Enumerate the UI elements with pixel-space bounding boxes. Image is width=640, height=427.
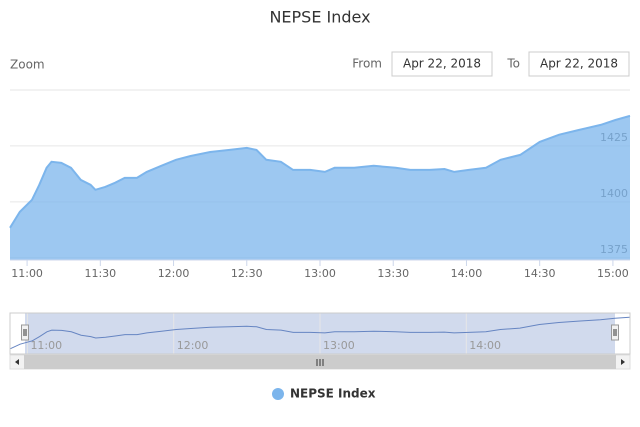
navigator-tick-label: 13:00 (323, 339, 355, 352)
chart-title: NEPSE Index (269, 8, 370, 27)
x-tick-label: 13:00 (304, 267, 336, 280)
legend-marker[interactable] (272, 388, 284, 400)
to-input[interactable] (528, 51, 630, 77)
to-label: To (506, 57, 520, 71)
x-tick-label: 12:30 (231, 267, 263, 280)
x-tick-label: 14:00 (451, 267, 483, 280)
navigator-handle[interactable] (21, 324, 29, 341)
handle-grip (23, 329, 27, 336)
legend-label[interactable]: NEPSE Index (290, 387, 376, 401)
to-date[interactable]: Apr 22, 2018 (540, 57, 618, 71)
from-date[interactable]: Apr 22, 2018 (403, 57, 481, 71)
x-tick-label: 15:00 (597, 267, 629, 280)
scrollbar-grip (316, 359, 324, 366)
area (10, 115, 630, 261)
navigator-tick-label: 11:00 (30, 339, 62, 352)
x-tick-label: 14:30 (524, 267, 556, 280)
from-label: From (352, 57, 382, 71)
from-input[interactable] (391, 51, 493, 77)
x-tick-label: 12:00 (158, 267, 190, 280)
navigator-line (10, 316, 630, 350)
x-tick-label: 11:30 (84, 267, 116, 280)
navigator-tick-label: 14:00 (469, 339, 501, 352)
scroll-left[interactable] (15, 359, 19, 365)
x-tick-label: 11:00 (11, 267, 43, 280)
scroll-right[interactable] (621, 359, 625, 365)
handle-grip (613, 329, 617, 336)
line (9, 114, 631, 229)
x-tick-label: 13:30 (377, 267, 409, 280)
navigator-handle[interactable] (611, 324, 619, 341)
navigator-outline (9, 312, 631, 355)
navigator-tick-label: 12:00 (177, 339, 209, 352)
zoom-label: Zoom (10, 58, 45, 72)
